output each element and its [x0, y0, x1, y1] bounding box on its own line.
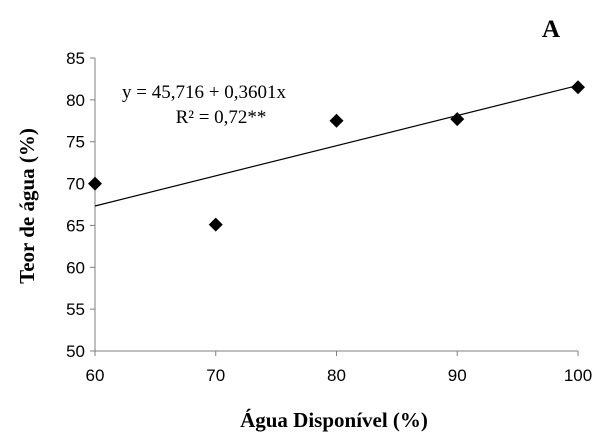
y-tick-label: 85 — [66, 49, 85, 68]
y-axis-ticks: 50 55 60 65 70 75 80 85 — [66, 49, 95, 361]
y-tick-label: 80 — [66, 91, 85, 110]
y-tick-label: 75 — [66, 133, 85, 152]
y-tick-label: 60 — [66, 258, 85, 277]
x-axis-ticks: 60 70 80 90 100 — [86, 351, 592, 385]
data-point-marker — [450, 112, 465, 127]
x-tick-label: 90 — [448, 366, 467, 385]
y-tick-label: 50 — [66, 342, 85, 361]
y-tick-label: 70 — [66, 175, 85, 194]
y-axis-title: Teor de água (%) — [15, 128, 39, 284]
y-tick-label: 65 — [66, 216, 85, 235]
data-point-marker — [208, 217, 223, 232]
x-tick-label: 60 — [86, 366, 105, 385]
trend-line — [94, 84, 579, 207]
r-squared-label: R² = 0,72** — [176, 107, 267, 128]
data-point-marker — [88, 176, 102, 191]
x-axis-title: Água Disponível (%) — [240, 408, 428, 432]
regression-equation: y = 45,716 + 0,3601x — [122, 82, 286, 103]
y-tick-label: 55 — [66, 300, 85, 319]
panel-label: A — [542, 16, 560, 43]
data-points — [88, 80, 585, 232]
data-point-marker — [329, 113, 344, 128]
data-point-marker — [571, 80, 585, 95]
x-tick-label: 100 — [564, 366, 592, 385]
x-tick-label: 80 — [327, 366, 346, 385]
x-tick-label: 70 — [206, 366, 225, 385]
